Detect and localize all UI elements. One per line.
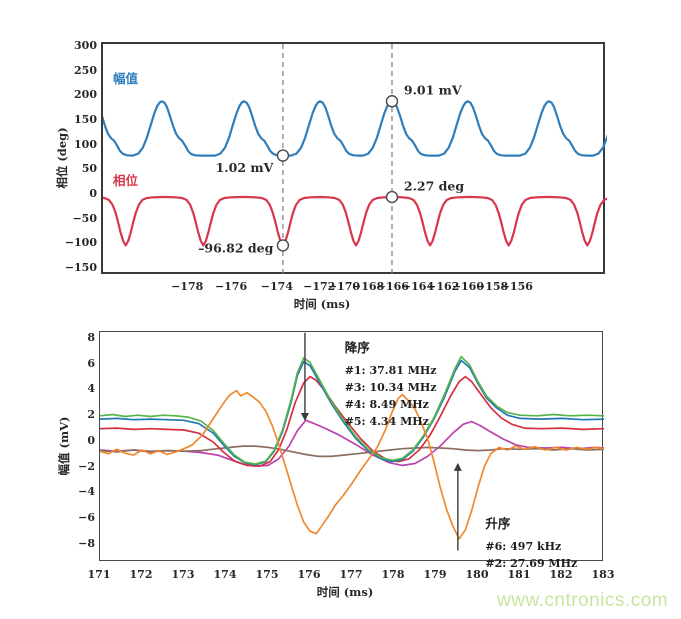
chart1-xtick--160: −160	[451, 280, 484, 293]
chart1-xtick--170: −170	[327, 280, 361, 293]
chart1-ytick--100: −100	[64, 236, 97, 250]
ascending-tone-line-1: #6: 497 kHz	[485, 540, 562, 554]
chart1-xtick--172: −172	[303, 280, 336, 293]
trace-red	[100, 375, 604, 467]
up-arrowhead-icon	[453, 462, 462, 471]
chart2-xtick-176: 176	[297, 568, 321, 581]
chart1-legend-phase: 相位	[113, 173, 139, 188]
chart1-ytick-0: 0	[89, 187, 97, 201]
descending-title: 降序	[344, 339, 370, 355]
trace-blue	[100, 359, 604, 466]
chart1-ytick--150: −150	[64, 261, 97, 275]
chart1-ytick-250: 250	[74, 63, 97, 77]
trace-green	[100, 355, 604, 465]
chart1-ytick-50: 50	[81, 162, 97, 176]
chart2-xtick-177: 177	[339, 568, 363, 581]
descending-tone-line-3: #4: 8.49 MHz	[344, 397, 429, 411]
chart1-xtick--156: −156	[500, 280, 533, 293]
chart2-xtick-172: 172	[129, 568, 153, 581]
trace-幅值	[103, 100, 607, 157]
chart2-xtick-175: 175	[255, 568, 279, 581]
chart2-xtick-171: 171	[87, 568, 111, 581]
marker-label-1: 1.02 mV	[216, 160, 274, 175]
chart1-xtick--178: −178	[171, 280, 204, 293]
marker-point-1	[276, 149, 290, 162]
chart1-xtick--158: −158	[476, 280, 509, 293]
marker-point-2	[276, 239, 290, 252]
chart2-xtick-180: 180	[465, 568, 489, 581]
chart2-ytick--4: −4	[78, 485, 95, 499]
chart1-legend-amplitude: 幅值	[113, 71, 139, 86]
chart1-ytick--50: −50	[72, 211, 97, 225]
marker-label-3: 9.01 mV	[404, 82, 462, 97]
chart2-ytick-6: 6	[87, 356, 95, 370]
trace-orange	[100, 389, 604, 540]
chart2-ytick-8: 8	[87, 330, 95, 344]
chart2-xtick-178: 178	[381, 568, 405, 581]
descending-tones-annotation: 降序 #1: 37.81 MHz #3: 10.34 MHz #4: 8.49 MH…	[345, 337, 437, 430]
chart2-ytick-4: 4	[87, 382, 95, 396]
chart1-y-axis-label: 相位 (deg)	[55, 127, 69, 189]
chart2-xtick-179: 179	[423, 568, 447, 581]
trace-magenta	[100, 419, 604, 467]
descending-tone-line-4: #5: 4.34 MHz	[344, 414, 429, 428]
down-arrowhead-icon	[300, 412, 309, 421]
marker-label-2: –96.82 deg	[198, 240, 273, 255]
chart2-traces	[100, 332, 604, 551]
ascending-title: 升序	[485, 516, 511, 532]
marker-point-3	[385, 95, 399, 108]
chart2-ytick--8: −8	[78, 536, 95, 550]
chart1-traces: 1.02 mV –96.82 deg 9.01 mV 2.27 deg	[103, 44, 607, 276]
chart1-ytick-200: 200	[74, 88, 97, 102]
chart2-ytick--6: −6	[78, 511, 95, 525]
chart2-xtick-182: 182	[549, 568, 573, 581]
chart2-xtick-183: 183	[591, 568, 615, 581]
chart1-xtick--174: −174	[260, 280, 293, 293]
chart1-xtick--166: −166	[376, 280, 409, 293]
descending-tone-line-2: #3: 10.34 MHz	[344, 380, 437, 394]
chart1-ytick-150: 150	[74, 113, 97, 126]
marker-label-4: 2.27 deg	[404, 179, 464, 194]
trace-相位	[103, 195, 607, 247]
chart2-ytick--2: −2	[78, 459, 95, 473]
chart2-xtick-173: 173	[171, 568, 195, 581]
chart2-x-axis-label: 时间 (ms)	[316, 585, 374, 599]
chart1-xtick--168: −168	[352, 280, 385, 293]
ascending-tones-annotation: 升序 #6: 497 kHz #2: 27.69 MHz	[485, 513, 577, 572]
chart1-plot-area: 1.02 mV –96.82 deg 9.01 mV 2.27 deg	[101, 42, 607, 276]
chart2-plot-area	[99, 331, 604, 561]
chart1-x-axis-label: 时间 (ms)	[293, 297, 351, 311]
watermark: www.cntronics.com	[497, 590, 669, 611]
chart2-xtick-181: 181	[507, 568, 531, 581]
chart2-ytick-0: 0	[87, 433, 95, 447]
chart1-xtick--162: −162	[427, 280, 460, 293]
ascending-tone-line-2: #2: 27.69 MHz	[485, 557, 578, 571]
chart2-ytick-2: 2	[87, 408, 95, 422]
chart1-ytick-300: 300	[74, 38, 97, 52]
descending-tone-line-1: #1: 37.81 MHz	[344, 363, 437, 377]
chart1-ytick-100: 100	[74, 137, 97, 151]
chart1-xtick--164: −164	[401, 280, 435, 293]
chart2-xtick-174: 174	[213, 568, 237, 581]
chart1-xtick--176: −176	[214, 280, 248, 293]
marker-point-4	[385, 190, 399, 204]
